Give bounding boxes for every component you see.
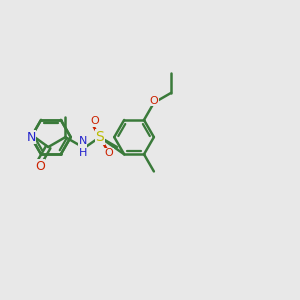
Text: N
H: N H (78, 136, 87, 158)
Text: O: O (149, 96, 158, 106)
Text: O: O (104, 148, 113, 158)
Text: O: O (90, 116, 99, 126)
Text: S: S (95, 130, 104, 144)
Text: N: N (26, 130, 36, 144)
Text: O: O (35, 160, 45, 173)
